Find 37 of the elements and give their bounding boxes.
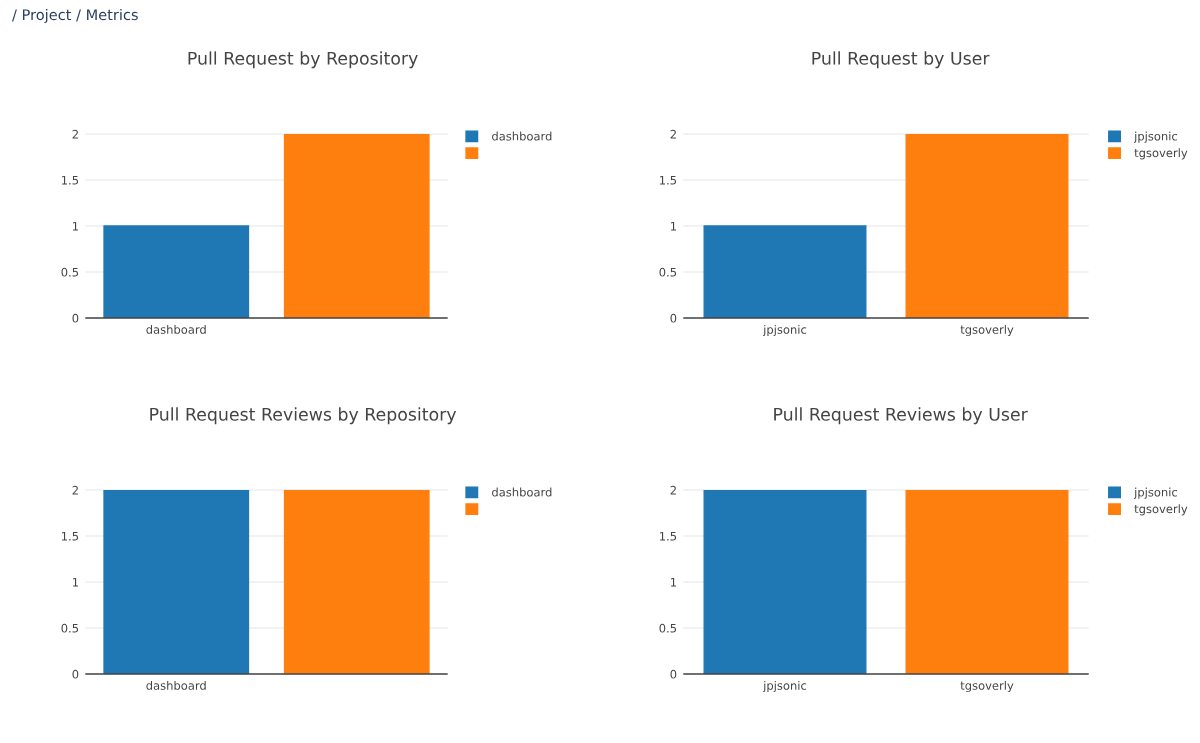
y-tick-label: 1 [670,221,676,231]
legend-label: dashboard [492,487,552,497]
x-tick-label: tgsoverly [960,680,1014,693]
chart-title: Pull Request Reviews by User [774,407,1028,425]
y-tick-label: 0.5 [659,623,677,633]
y-tick-label: 2 [670,129,676,139]
legend-label: tgsoverly [1134,148,1188,160]
chart-title: Pull Request by Repository [188,51,418,69]
y-tick-label: 1 [72,221,78,231]
y-tick-label: 0 [72,669,79,679]
chart-title: Pull Request Reviews by Repository [150,407,457,425]
y-tick-label: 0.5 [61,267,79,277]
y-tick-label: 1.5 [659,175,677,185]
y-tick-label: 1 [72,577,78,587]
y-tick-label: 0 [670,313,677,323]
y-tick-label: 2 [72,485,78,495]
legend-label: dashboard [492,131,552,141]
y-tick-label: 1.5 [659,531,677,541]
x-tick-label: dashboard [146,324,206,334]
y-tick-label: 1 [670,577,676,587]
legend-label: tgsoverly [1134,504,1188,516]
legend-label: jpjsonic [1133,131,1178,143]
y-tick-label: 0 [670,669,677,679]
y-tick-label: 0.5 [659,267,677,277]
x-tick-label: jpjsonic [762,324,807,337]
y-tick-label: 2 [670,485,676,495]
x-tick-label: dashboard [146,680,206,690]
y-tick-label: 1.5 [61,531,79,541]
y-tick-label: 2 [72,129,78,139]
text: / Project / Metrics [12,8,138,24]
y-tick-label: 0.5 [61,623,79,633]
x-tick-label: jpjsonic [762,680,807,693]
y-tick-label: 1.5 [61,175,79,185]
x-tick-label: tgsoverly [960,324,1014,337]
legend-label: jpjsonic [1133,487,1178,499]
y-tick-label: 0 [72,313,79,323]
chart-title: Pull Request by User [812,51,990,69]
